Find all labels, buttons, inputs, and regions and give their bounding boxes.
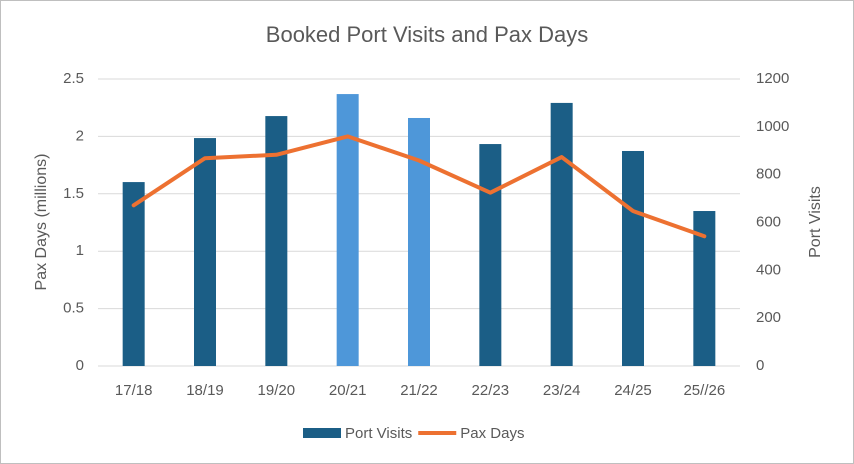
y-tick-label: 2 — [76, 127, 84, 144]
x-tick-label: 20/21 — [329, 382, 367, 399]
y2-axis-title: Port Visits — [807, 186, 824, 258]
bar — [408, 117, 430, 367]
y2-tick-label: 0 — [756, 357, 764, 374]
bar — [479, 144, 502, 366]
bar — [693, 211, 716, 366]
bar — [550, 102, 573, 367]
y2-tick-label: 800 — [756, 166, 781, 183]
y2-tick-label: 1200 — [756, 70, 789, 87]
y2-tick-label: 600 — [756, 213, 781, 230]
x-tick-label: 17/18 — [115, 382, 153, 399]
bar — [122, 182, 145, 366]
legend-label: Pax Days — [460, 425, 524, 442]
x-tick-label: 23/24 — [543, 382, 581, 399]
bar — [194, 138, 216, 366]
y2-tick-label: 200 — [756, 309, 781, 326]
bar — [336, 94, 359, 366]
x-tick-label: 19/20 — [258, 382, 296, 399]
x-tick-label: 18/19 — [186, 382, 224, 399]
x-tick-label: 21/22 — [400, 382, 438, 399]
y2-tick-label: 400 — [756, 261, 781, 278]
y-tick-label: 0 — [76, 357, 84, 374]
legend-swatch — [303, 428, 341, 438]
y-tick-label: 1 — [76, 242, 84, 259]
x-tick-label: 22/23 — [472, 382, 510, 399]
line — [131, 134, 707, 239]
chart-title: Booked Port Visits and Pax Days — [266, 22, 588, 47]
y-tick-label: 0.5 — [63, 300, 84, 317]
x-tick-label: 25//26 — [683, 382, 725, 399]
y-axis-title: Pax Days (millions) — [33, 154, 50, 291]
y-tick-label: 1.5 — [63, 185, 84, 202]
bar — [265, 116, 288, 366]
bar — [622, 150, 644, 366]
x-tick-label: 24/25 — [614, 382, 652, 399]
legend-label: Port Visits — [345, 425, 412, 442]
y2-tick-label: 1000 — [756, 118, 789, 135]
y-tick-label: 2.5 — [63, 70, 84, 87]
